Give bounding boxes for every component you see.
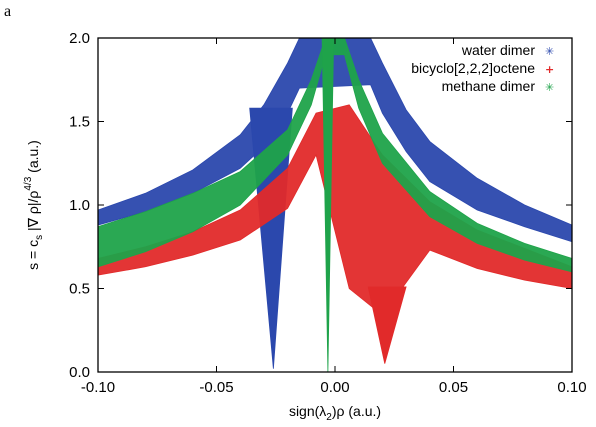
series-layer bbox=[98, 38, 572, 372]
y-axis-label-sup: 4/3 bbox=[23, 176, 34, 190]
y-tick-label: 0.5 bbox=[69, 281, 90, 298]
y-tick-label: 1.0 bbox=[69, 197, 90, 214]
y-tick-label: 1.5 bbox=[69, 114, 90, 131]
x-axis-label-pre: sign(λ bbox=[289, 403, 326, 419]
legend-marker-methane-dimer: ✳ bbox=[545, 81, 554, 94]
y-axis-label-sub: s bbox=[34, 235, 45, 240]
plot-area: -0.10 -0.05 0.00 0.05 0.10 0.0 0.5 1.0 1.5 2.0 bbox=[69, 30, 586, 396]
series-methane-dimer bbox=[98, 38, 572, 372]
series-band bbox=[98, 104, 572, 316]
x-axis-label-post: )ρ (a.u.) bbox=[332, 403, 381, 419]
legend-marker-bicyclooctene: + bbox=[545, 63, 554, 76]
x-axis-label: sign(λ2)ρ (a.u.) bbox=[289, 403, 381, 423]
series-bicyclo-2-2-2-octene bbox=[98, 104, 572, 364]
y-axis-label-c: (a.u.) bbox=[25, 140, 41, 177]
y-axis-label: s = cs |∇ ρ|/ρ4/3 (a.u.) bbox=[23, 140, 45, 270]
x-tick-label: 0.10 bbox=[557, 379, 586, 396]
x-tick-label: -0.05 bbox=[199, 379, 233, 396]
legend-label-water-dimer: water dimer bbox=[461, 42, 535, 58]
x-tick-label: 0.00 bbox=[320, 379, 349, 396]
legend-label-methane-dimer: methane dimer bbox=[442, 78, 536, 94]
series-spike bbox=[321, 38, 335, 372]
x-tick-label: 0.05 bbox=[439, 379, 468, 396]
series-band bbox=[98, 38, 572, 273]
x-tick-label: -0.10 bbox=[81, 379, 115, 396]
y-axis-label-a: s = c bbox=[25, 240, 41, 270]
legend-label-bicyclooctene: bicyclo[2,2,2]octene bbox=[411, 60, 535, 76]
legend-marker-water-dimer: ✳ bbox=[545, 45, 554, 58]
panel-label: a bbox=[4, 3, 11, 20]
ticks-layer: -0.10 -0.05 0.00 0.05 0.10 0.0 0.5 1.0 1.5 2.0 bbox=[69, 30, 586, 396]
y-tick-label: 2.0 bbox=[69, 30, 90, 47]
series-spike bbox=[367, 286, 407, 364]
x-axis-label-sub: 2 bbox=[326, 412, 332, 423]
legend: water dimer ✳ bicyclo[2,2,2]octene + met… bbox=[411, 42, 554, 94]
y-axis-label-b: |∇ ρ|/ρ bbox=[25, 191, 41, 235]
y-tick-label: 0.0 bbox=[69, 364, 90, 381]
